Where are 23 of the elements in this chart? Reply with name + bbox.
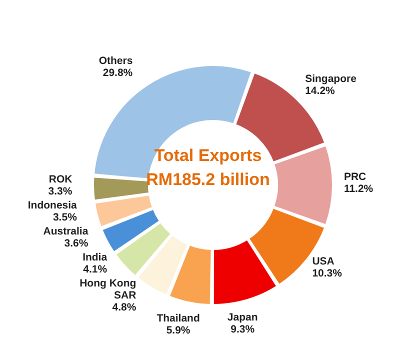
slice-label: Indonesia [28,199,78,212]
data-label: 4.1% [83,263,108,276]
data-label: 3.5% [52,211,78,224]
slice-label: Singapore [305,72,357,85]
slice-label: India [82,251,108,264]
data-label: 3.3% [48,185,73,198]
data-label: 10.3% [312,267,343,280]
data-label: 5.9% [166,324,191,337]
slice-label: Others [98,54,133,67]
text: Total Exports RM185.2 billion [146,145,270,191]
data-label: 4.8% [112,301,137,314]
slice-label: USA [312,255,335,268]
slice-label: PRC [344,171,367,184]
data-label: 14.2% [305,84,336,97]
slice-label: Australia [43,225,88,238]
data-label: 11.2% [344,183,374,196]
slice-label: Hong Kong SAR [80,277,137,302]
data-label: 29.8% [102,66,134,79]
slice-label: Thailand [156,312,200,325]
slice-label: Japan [227,312,258,324]
data-label: 3.6% [64,237,89,250]
slice-label: ROK [48,173,73,186]
data-label: 9.3% [230,324,256,336]
